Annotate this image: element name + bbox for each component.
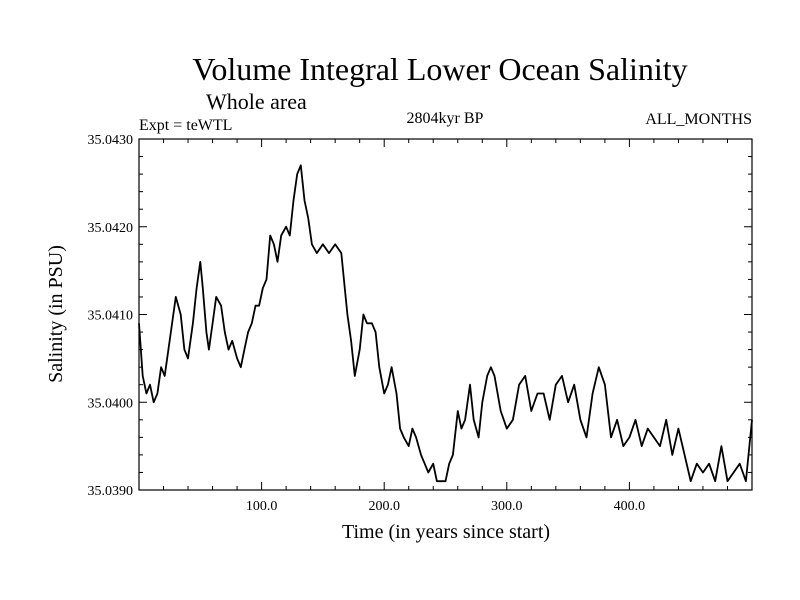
x-tick-label: 200.0 — [368, 499, 400, 514]
series-line-salinity — [138, 164, 753, 483]
y-axis-label: Salinity (in PSU) — [45, 245, 67, 383]
chart-subtitle: Whole area — [206, 89, 307, 114]
x-tick-label: 100.0 — [246, 499, 278, 514]
period-label: 2804kyr BP — [407, 110, 484, 127]
y-tick-label: 35.0430 — [88, 133, 134, 148]
months-label: ALL_MONTHS — [645, 111, 752, 128]
y-axis-tick-labels: 35.0390 35.0400 35.0410 35.0420 35.0430 — [88, 133, 134, 499]
y-tick-label: 35.0400 — [88, 396, 134, 411]
plot-frame — [138, 138, 753, 491]
x-axis-label: Time (in years since start) — [342, 521, 550, 543]
x-axis-tick-labels: 100.0 200.0 300.0 400.0 — [246, 499, 645, 514]
y-tick-label: 35.0420 — [88, 221, 134, 236]
y-tick-label: 35.0390 — [88, 484, 134, 499]
x-tick-label: 400.0 — [614, 499, 646, 514]
experiment-label: Expt = teWTL — [139, 117, 232, 134]
chart-title: Volume Integral Lower Ocean Salinity — [192, 51, 687, 87]
x-tick-label: 300.0 — [491, 499, 523, 514]
y-tick-label: 35.0410 — [88, 309, 134, 324]
